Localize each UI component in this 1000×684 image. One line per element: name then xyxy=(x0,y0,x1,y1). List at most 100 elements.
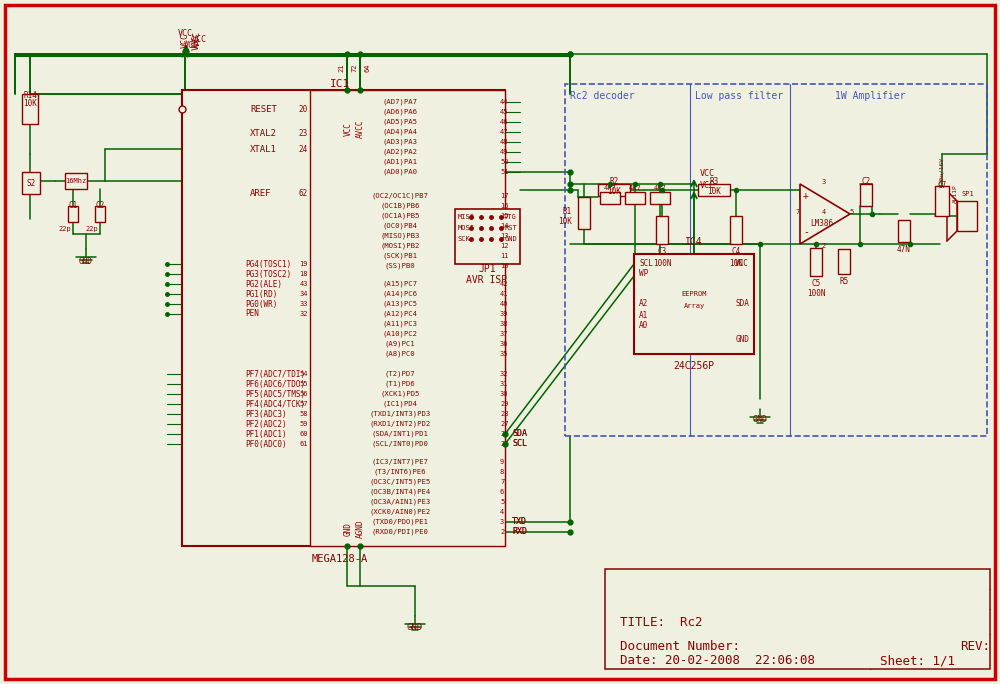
Text: 27: 27 xyxy=(500,421,509,427)
Text: 18: 18 xyxy=(300,271,308,277)
Bar xyxy=(810,248,822,276)
Text: VCC: VCC xyxy=(193,31,202,47)
Text: (SCL/INT0)PD0: (SCL/INT0)PD0 xyxy=(372,440,428,447)
Bar xyxy=(957,201,977,231)
Text: AL11P: AL11P xyxy=(952,185,958,203)
Bar xyxy=(565,84,987,436)
Text: 42: 42 xyxy=(500,281,509,287)
Bar xyxy=(455,209,520,264)
Text: 45: 45 xyxy=(500,109,509,115)
Text: 28: 28 xyxy=(500,411,509,417)
Text: R2: R2 xyxy=(609,178,619,187)
Text: MEGA128-A: MEGA128-A xyxy=(312,554,368,564)
Bar xyxy=(730,216,742,244)
Bar xyxy=(898,220,910,242)
Text: MISO: MISO xyxy=(458,214,475,220)
Text: (A13)PC5: (A13)PC5 xyxy=(382,301,418,307)
Text: 7: 7 xyxy=(796,209,800,215)
Text: 19: 19 xyxy=(300,261,308,267)
Text: 60: 60 xyxy=(300,431,308,437)
Text: 51: 51 xyxy=(500,169,509,175)
Text: VCC: VCC xyxy=(700,168,715,178)
Text: (OC1A)PB5: (OC1A)PB5 xyxy=(380,213,420,220)
Text: PF0(ADC0): PF0(ADC0) xyxy=(245,440,287,449)
Text: Rc2 decoder: Rc2 decoder xyxy=(570,91,635,101)
Text: 41: 41 xyxy=(500,291,509,297)
Text: VCC: VCC xyxy=(192,34,207,44)
Text: 9: 9 xyxy=(500,459,504,465)
Text: 49: 49 xyxy=(500,149,509,155)
Text: SP1: SP1 xyxy=(962,191,974,197)
Bar xyxy=(310,90,505,546)
Text: (AD3)PA3: (AD3)PA3 xyxy=(382,139,418,145)
Text: (SDA/INT1)PD1: (SDA/INT1)PD1 xyxy=(372,431,428,437)
Text: 2: 2 xyxy=(500,529,504,535)
Text: VCC: VCC xyxy=(192,36,201,51)
Text: 46: 46 xyxy=(500,119,509,125)
Text: Date: 20-02-2008  22:06:08: Date: 20-02-2008 22:06:08 xyxy=(620,655,815,668)
Text: 13: 13 xyxy=(500,233,509,239)
Text: (OC3A/AIN1)PE3: (OC3A/AIN1)PE3 xyxy=(369,499,431,505)
Text: 5: 5 xyxy=(850,209,854,215)
Text: R5: R5 xyxy=(839,276,849,285)
Text: 8: 8 xyxy=(500,469,504,475)
Text: TXD: TXD xyxy=(512,518,527,527)
Text: 61: 61 xyxy=(300,441,308,447)
Text: (SS)PB0: (SS)PB0 xyxy=(385,263,415,269)
Bar xyxy=(600,192,620,204)
Text: C3: C3 xyxy=(657,248,667,256)
Text: AGND: AGND xyxy=(356,520,364,538)
Text: PF3(ADC3): PF3(ADC3) xyxy=(245,410,287,419)
Text: 6: 6 xyxy=(500,489,504,495)
Text: (OC3B/INT4)PE4: (OC3B/INT4)PE4 xyxy=(369,489,431,495)
Bar xyxy=(68,206,78,222)
Text: 5: 5 xyxy=(500,499,504,505)
Text: TITLE:  Rc2: TITLE: Rc2 xyxy=(620,616,702,629)
Text: +: + xyxy=(803,191,809,201)
Text: XTAL1: XTAL1 xyxy=(250,144,277,153)
Text: 10K: 10K xyxy=(558,217,572,226)
Text: (AD0)PA0: (AD0)PA0 xyxy=(382,169,418,175)
Text: 58: 58 xyxy=(300,411,308,417)
Text: (AD4)PA4: (AD4)PA4 xyxy=(382,129,418,135)
Text: 26: 26 xyxy=(500,431,509,437)
Text: 12: 12 xyxy=(500,243,509,249)
Bar xyxy=(838,249,850,274)
Text: 39: 39 xyxy=(500,311,509,317)
Text: XTAL2: XTAL2 xyxy=(250,129,277,138)
Text: 10: 10 xyxy=(500,263,509,269)
Text: C2: C2 xyxy=(95,202,105,211)
Text: SDA: SDA xyxy=(512,430,527,438)
Text: RST: RST xyxy=(504,225,517,231)
Text: 35: 35 xyxy=(500,351,509,357)
Text: 32: 32 xyxy=(300,311,308,317)
Text: 16: 16 xyxy=(500,203,509,209)
Text: RESET: RESET xyxy=(250,105,277,114)
Text: (RXD0/PDI)PE0: (RXD0/PDI)PE0 xyxy=(372,529,428,536)
Text: 4k7: 4k7 xyxy=(654,185,666,191)
Text: 34: 34 xyxy=(300,291,308,297)
Text: 62: 62 xyxy=(299,189,308,198)
Text: 470u/16V: 470u/16V xyxy=(940,157,944,187)
Text: PF2(ADC2): PF2(ADC2) xyxy=(245,419,287,428)
Text: 24C256P: 24C256P xyxy=(673,361,715,371)
Text: RXD: RXD xyxy=(512,527,527,536)
Text: 100N: 100N xyxy=(653,259,671,269)
Text: SDA: SDA xyxy=(512,430,527,438)
Text: 50: 50 xyxy=(500,159,509,165)
Text: GND: GND xyxy=(79,257,93,267)
Text: 64: 64 xyxy=(364,64,370,73)
Bar xyxy=(95,206,105,222)
Text: AVCC: AVCC xyxy=(356,120,364,138)
Text: (AD6)PA6: (AD6)PA6 xyxy=(382,109,418,115)
Text: GND: GND xyxy=(407,624,423,633)
Text: (TXD1/INT3)PD3: (TXD1/INT3)PD3 xyxy=(369,411,431,417)
Text: -: - xyxy=(803,227,809,237)
Text: PF7(ADC7/TDI): PF7(ADC7/TDI) xyxy=(245,369,305,378)
Text: Sheet: 1/1: Sheet: 1/1 xyxy=(880,655,955,668)
Text: 3: 3 xyxy=(822,179,826,185)
Text: C2: C2 xyxy=(861,176,871,185)
Text: VCC: VCC xyxy=(735,259,749,269)
Text: 22p: 22p xyxy=(59,226,71,232)
Text: 20: 20 xyxy=(299,105,308,114)
